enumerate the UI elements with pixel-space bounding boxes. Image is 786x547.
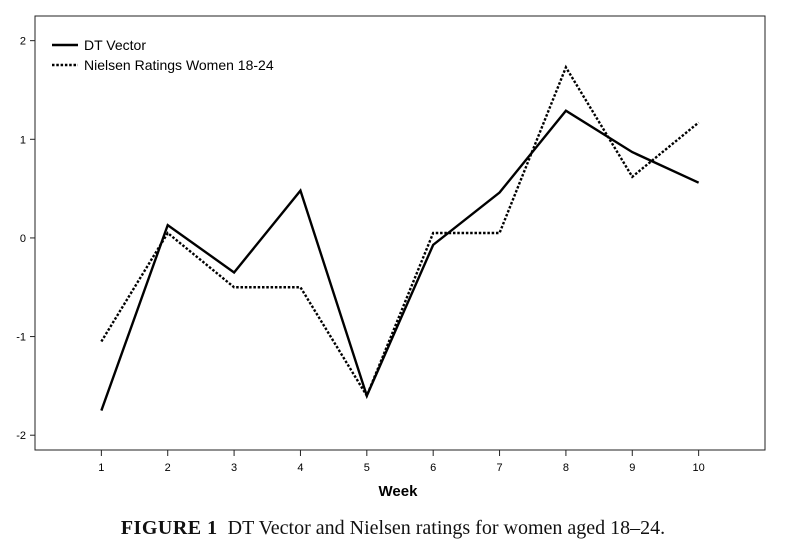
x-tick-label: 6 — [430, 462, 436, 474]
y-tick-label: -2 — [16, 430, 26, 442]
legend-label-dt-vector: DT Vector — [84, 37, 146, 53]
y-tick-label: 2 — [20, 36, 26, 48]
plot-frame — [34, 15, 766, 451]
legend-label-nielsen: Nielsen Ratings Women 18-24 — [84, 57, 274, 73]
x-tick-label: 4 — [297, 462, 303, 474]
y-axis: -2 -1 0 1 2 — [16, 36, 35, 442]
legend: DT Vector Nielsen Ratings Women 18-24 — [52, 37, 274, 73]
series-line-nielsen — [100, 64, 700, 399]
x-tick-label: 10 — [693, 462, 705, 474]
y-tick-label: 1 — [20, 134, 26, 146]
x-axis: 1 2 3 4 5 6 7 8 9 10 — [98, 450, 705, 474]
x-axis-title: Week — [379, 483, 419, 500]
series-line-dt-vector — [100, 109, 700, 411]
x-tick-label: 8 — [563, 462, 569, 474]
series-layer — [100, 64, 700, 411]
x-tick-label: 9 — [629, 462, 635, 474]
y-tick-label: 0 — [20, 233, 26, 245]
x-tick-label: 7 — [496, 462, 502, 474]
x-tick-label: 1 — [98, 462, 104, 474]
caption-text: DT Vector and Nielsen ratings for women … — [227, 517, 666, 539]
y-tick-label: -1 — [16, 332, 26, 344]
x-tick-label: 2 — [165, 462, 171, 474]
x-tick-label: 5 — [364, 462, 370, 474]
x-tick-label: 3 — [231, 462, 237, 474]
caption-label: FIGURE 1 — [120, 517, 218, 539]
figure-caption: FIGURE 1 DT Vector and Nielsen ratings f… — [0, 517, 786, 540]
